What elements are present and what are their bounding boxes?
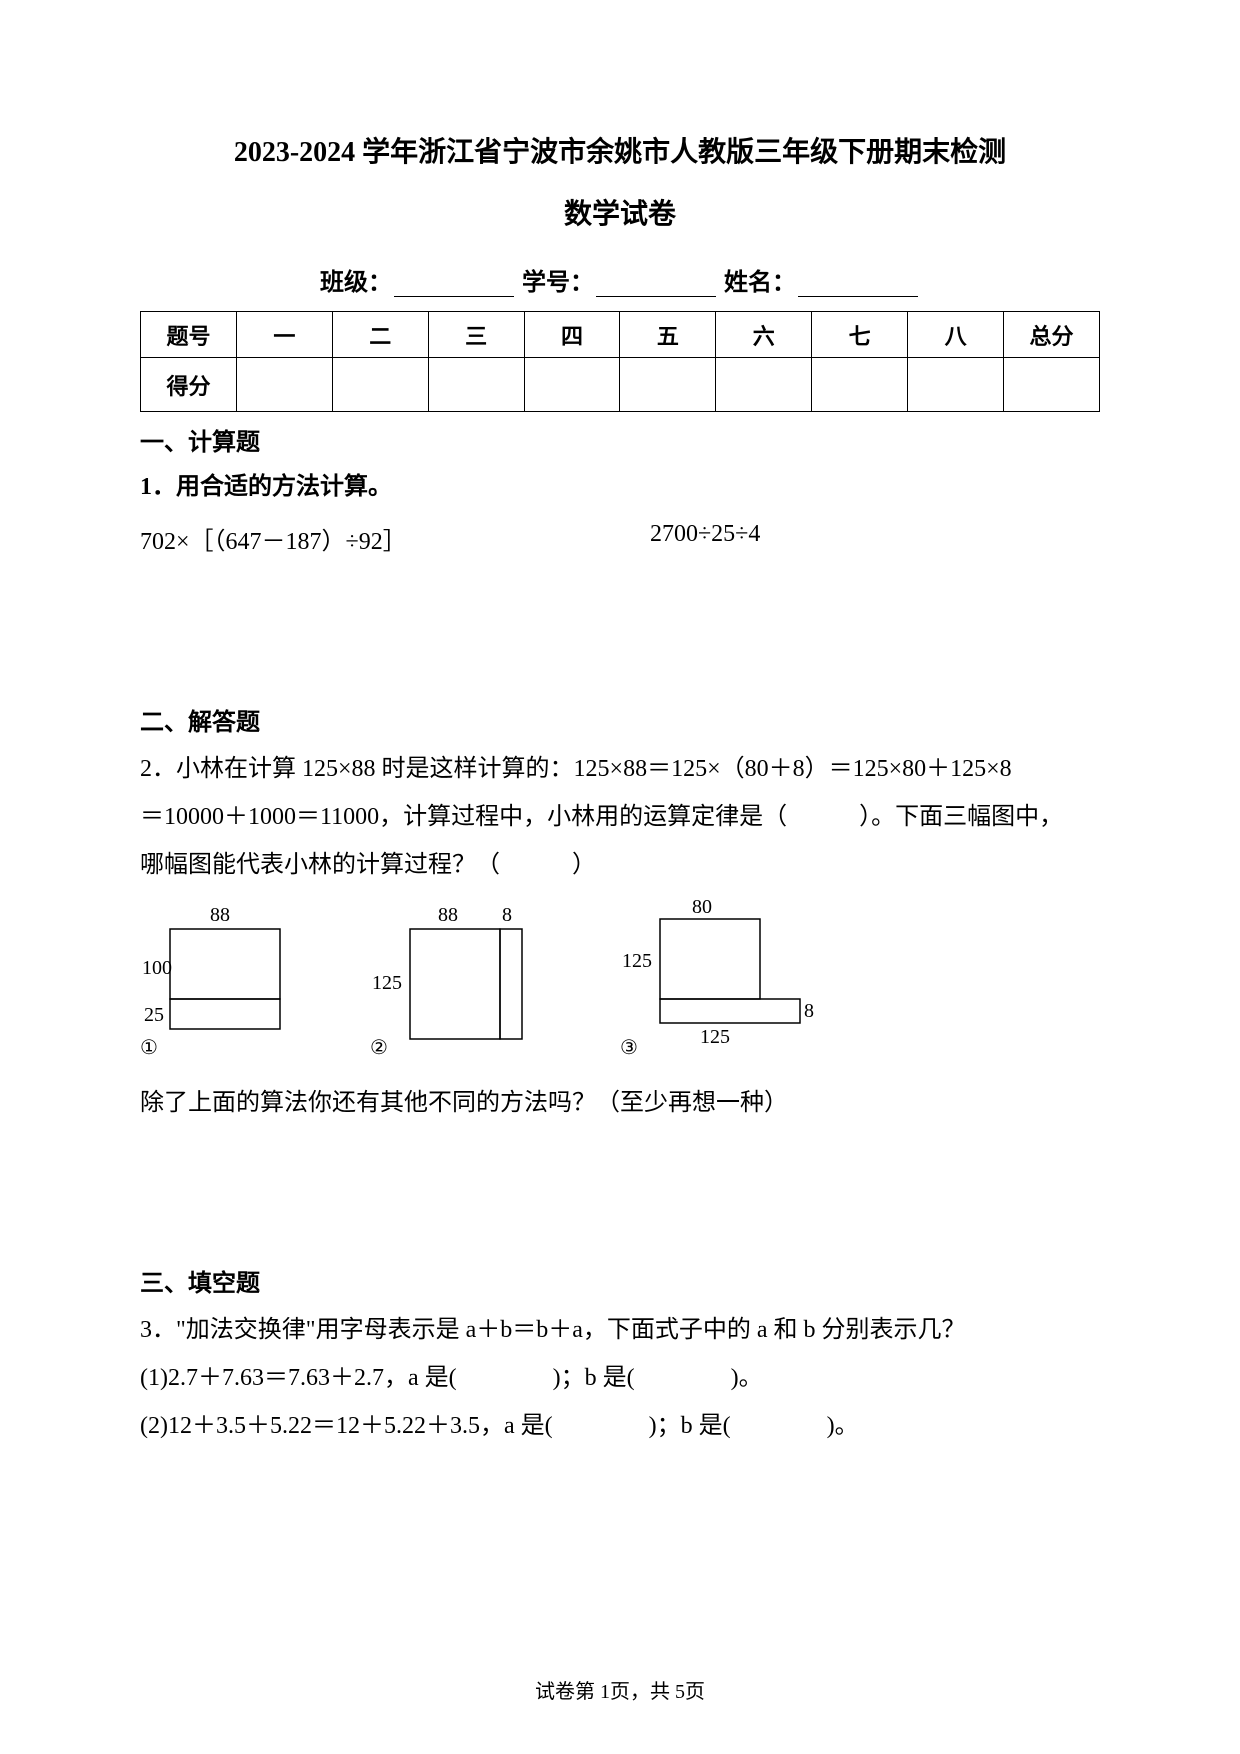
header-cell: 题号 <box>141 312 237 358</box>
diagram-circle-label: ② <box>370 1037 388 1059</box>
question-3-sub1: (1)2.7＋7.63＝7.63＋2.7，a 是( )；b 是( )。 <box>140 1354 1100 1402</box>
header-cell: 八 <box>908 312 1004 358</box>
name-label: 姓名： <box>724 270 796 296</box>
diagram-label: 88 <box>210 904 230 926</box>
diagrams-row: 88 100 25 ① 88 8 125 ② 80 125 8 125 ③ <box>140 899 1100 1059</box>
question-3-sub2: (2)12＋3.5＋5.22＝12＋5.22＋3.5，a 是( )；b 是( )… <box>140 1402 1100 1450</box>
diagram-label: 25 <box>144 1004 164 1026</box>
header-cell: 五 <box>620 312 716 358</box>
page-footer: 试卷第 1页，共 5页 <box>0 1675 1240 1704</box>
diagram-label: 125 <box>372 972 402 994</box>
title-line-1: 2023-2024 学年浙江省宁波市余姚市人教版三年级下册期末检测 <box>140 130 1100 170</box>
class-blank[interactable] <box>394 273 514 297</box>
diagram-rect <box>660 919 760 999</box>
section-3-title: 三、填空题 <box>140 1263 1100 1298</box>
score-cell[interactable] <box>1004 358 1100 412</box>
header-cell: 七 <box>812 312 908 358</box>
header-cell: 总分 <box>1004 312 1100 358</box>
work-space <box>140 566 1100 696</box>
diagram-label: 125 <box>622 950 652 972</box>
diagram-rect <box>170 999 280 1029</box>
header-cell: 六 <box>716 312 812 358</box>
score-table: 题号 一 二 三 四 五 六 七 八 总分 得分 <box>140 311 1100 412</box>
diagram-2: 88 8 125 ② <box>370 899 540 1059</box>
diagram-label: 8 <box>804 1000 814 1022</box>
header-cell: 三 <box>428 312 524 358</box>
diagram-1: 88 100 25 ① <box>140 899 290 1059</box>
diagram-3: 80 125 8 125 ③ <box>620 899 820 1059</box>
class-label: 班级： <box>320 270 392 296</box>
name-blank[interactable] <box>798 273 918 297</box>
diagram-rect <box>660 999 800 1023</box>
score-cell[interactable] <box>428 358 524 412</box>
diagram-rect <box>410 929 500 1039</box>
header-cell: 四 <box>524 312 620 358</box>
question-2-line3: 哪幅图能代表小林的计算过程？（ ） <box>140 841 1100 889</box>
score-cell[interactable] <box>716 358 812 412</box>
question-2-line1: 2．小林在计算 125×88 时是这样计算的：125×88＝125×（80＋8）… <box>140 745 1100 793</box>
calc-expression-1: 702×［（647－187）÷92］ <box>140 521 590 556</box>
id-label: 学号： <box>522 270 594 296</box>
score-label-cell: 得分 <box>141 358 237 412</box>
score-cell[interactable] <box>236 358 332 412</box>
score-cell[interactable] <box>524 358 620 412</box>
calc-expression-2: 2700÷25÷4 <box>590 521 1100 556</box>
diagram-label: 8 <box>502 904 512 926</box>
diagram-label: 100 <box>142 957 172 979</box>
table-row: 题号 一 二 三 四 五 六 七 八 总分 <box>141 312 1100 358</box>
question-2-line2: ＝10000＋1000＝11000，计算过程中，小林用的运算定律是（ ）。下面三… <box>140 793 1100 841</box>
diagram-rect <box>170 929 280 999</box>
diagram-rect <box>500 929 522 1039</box>
section-1-title: 一、计算题 <box>140 422 1100 457</box>
work-space <box>140 1127 1100 1257</box>
question-3-title: 3．"加法交换律"用字母表示是 a＋b＝b＋a，下面式子中的 a 和 b 分别表… <box>140 1306 1100 1354</box>
table-row: 得分 <box>141 358 1100 412</box>
score-cell[interactable] <box>908 358 1004 412</box>
diagram-circle-label: ③ <box>620 1037 638 1059</box>
diagram-label: 80 <box>692 899 712 918</box>
title-line-2: 数学试卷 <box>140 192 1100 232</box>
diagram-circle-label: ① <box>140 1037 158 1059</box>
question-1-title: 1．用合适的方法计算。 <box>140 465 1100 511</box>
calc-row: 702×［（647－187）÷92］ 2700÷25÷4 <box>140 521 1100 556</box>
id-blank[interactable] <box>596 273 716 297</box>
header-cell: 一 <box>236 312 332 358</box>
diagram-label: 125 <box>700 1026 730 1048</box>
score-cell[interactable] <box>332 358 428 412</box>
header-cell: 二 <box>332 312 428 358</box>
section-2-title: 二、解答题 <box>140 702 1100 737</box>
student-info-line: 班级： 学号： 姓名： <box>140 262 1100 297</box>
score-cell[interactable] <box>620 358 716 412</box>
score-cell[interactable] <box>812 358 908 412</box>
question-2-after: 除了上面的算法你还有其他不同的方法吗？（至少再想一种） <box>140 1079 1100 1127</box>
diagram-label: 88 <box>438 904 458 926</box>
